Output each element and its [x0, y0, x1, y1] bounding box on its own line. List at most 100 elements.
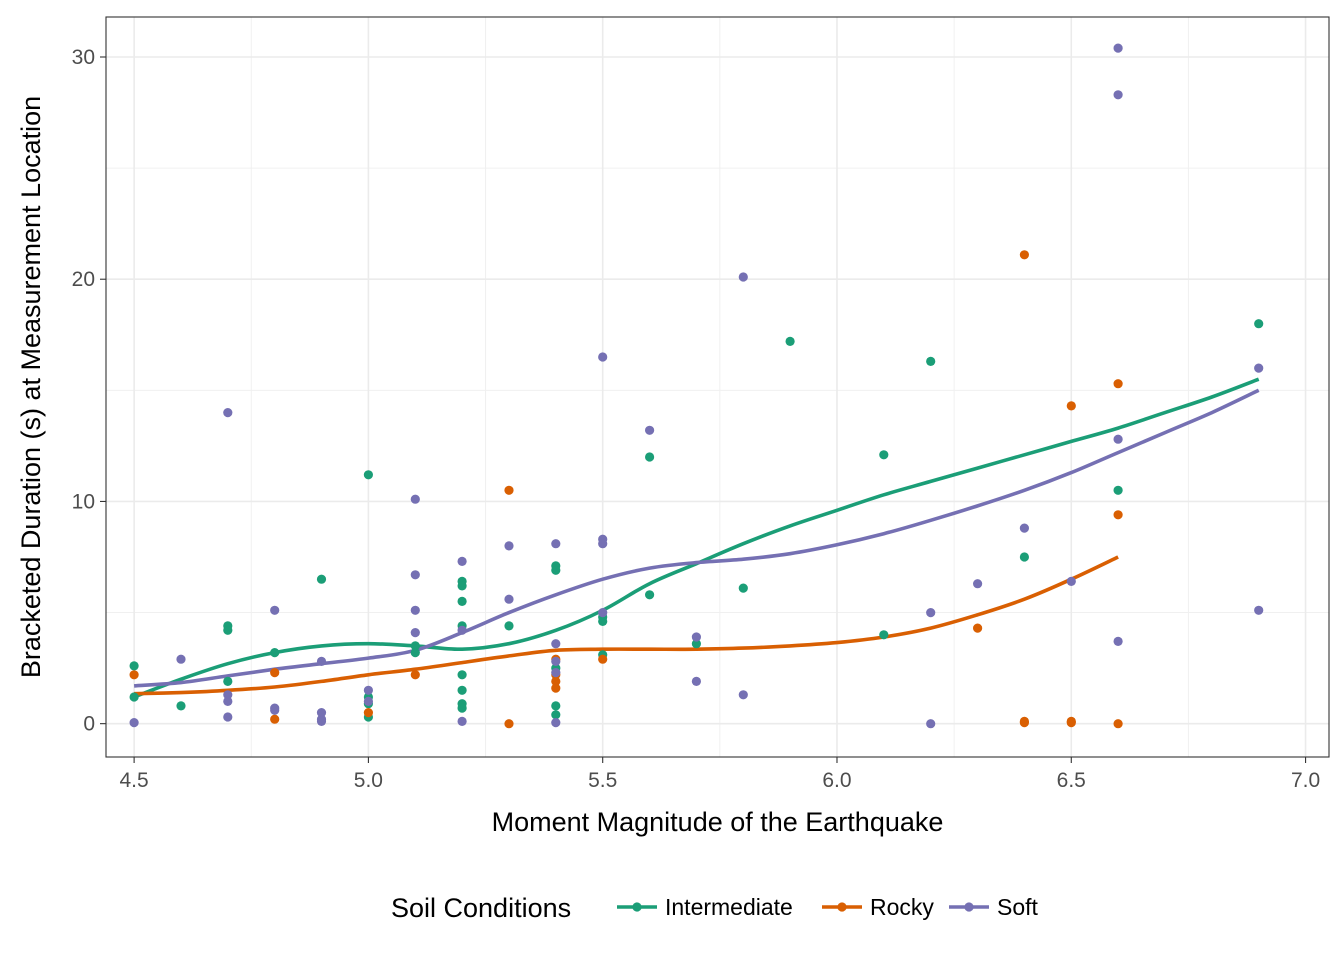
- y-tick-label: 20: [72, 268, 95, 291]
- data-point-soft: [410, 570, 420, 580]
- data-point-soft: [457, 716, 467, 727]
- data-point-soft: [973, 579, 983, 589]
- data-point-soft: [410, 494, 420, 504]
- data-point-intermediate: [270, 648, 280, 658]
- data-point-intermediate: [1019, 552, 1029, 562]
- x-tick-label: 6.5: [1057, 769, 1086, 792]
- data-point-intermediate: [551, 565, 561, 575]
- data-point-soft: [738, 272, 748, 282]
- data-point-rocky: [551, 676, 561, 687]
- legend-item-soft: Soft: [949, 894, 1039, 920]
- data-point-intermediate: [879, 630, 889, 640]
- data-point-rocky: [1066, 718, 1076, 728]
- data-point-soft: [504, 541, 514, 551]
- data-point-intermediate: [598, 616, 608, 627]
- data-point-intermediate: [223, 625, 233, 635]
- data-point-soft: [176, 654, 186, 664]
- panel-border: [105, 16, 1330, 758]
- data-point-intermediate: [410, 648, 420, 658]
- data-point-rocky: [1019, 718, 1029, 728]
- data-point-soft: [457, 556, 467, 567]
- data-point-soft: [691, 632, 702, 642]
- data-point-intermediate: [363, 470, 373, 480]
- data-point-intermediate: [457, 685, 467, 695]
- legend-label: Rocky: [870, 894, 934, 920]
- data-point-soft: [270, 705, 280, 715]
- data-point-soft: [223, 690, 233, 700]
- data-point-intermediate: [410, 641, 420, 651]
- data-point-soft: [551, 539, 561, 549]
- y-tick-label: 30: [72, 46, 95, 69]
- data-point-rocky: [504, 719, 514, 729]
- data-point-intermediate: [645, 590, 655, 600]
- data-point-intermediate: [457, 596, 467, 607]
- data-point-soft: [551, 668, 561, 678]
- data-point-soft: [598, 539, 608, 549]
- data-point-intermediate: [551, 710, 561, 720]
- data-point-soft: [738, 690, 748, 700]
- y-tick-label: 10: [72, 490, 95, 513]
- data-point-soft: [504, 594, 514, 604]
- data-point-soft: [1113, 43, 1123, 53]
- data-point-soft: [316, 656, 327, 667]
- legend: Soil Conditions Intermediate Rocky Soft: [391, 893, 1039, 923]
- data-point-soft: [1019, 523, 1029, 533]
- data-point-rocky: [270, 668, 280, 678]
- data-point-soft: [926, 608, 936, 618]
- data-point-soft: [1113, 90, 1123, 100]
- data-point-rocky: [270, 714, 280, 724]
- data-point-soft: [270, 605, 280, 615]
- data-point-soft: [223, 408, 233, 418]
- data-point-soft: [316, 716, 327, 727]
- data-point-intermediate: [551, 701, 561, 711]
- data-point-soft: [223, 696, 233, 707]
- data-point-rocky: [1113, 379, 1123, 389]
- data-point-rocky: [410, 670, 420, 680]
- data-point-soft: [1113, 434, 1123, 444]
- data-point-soft: [223, 712, 233, 722]
- data-point-rocky: [1066, 401, 1076, 411]
- data-point-rocky: [1113, 510, 1123, 520]
- y-axis-title: Bracketed Duration (s) at Measurement Lo…: [16, 96, 46, 678]
- legend-key-point: [632, 902, 642, 912]
- data-point-soft: [598, 352, 608, 362]
- data-point-rocky: [129, 670, 139, 680]
- data-point-intermediate: [1113, 485, 1123, 495]
- data-point-rocky: [1113, 719, 1123, 729]
- data-point-intermediate: [738, 583, 748, 593]
- data-point-intermediate: [691, 639, 702, 649]
- data-point-intermediate: [129, 661, 139, 671]
- data-point-soft: [129, 718, 139, 728]
- smooth-line-rocky: [134, 555, 1119, 696]
- y-tick-label: 0: [83, 713, 95, 736]
- data-point-soft: [551, 656, 561, 667]
- data-point-soft: [410, 628, 420, 638]
- grid-layer: [106, 17, 1329, 757]
- data-point-intermediate: [1254, 319, 1264, 329]
- legend-key-point: [837, 902, 847, 912]
- x-tick-label: 5.0: [354, 769, 383, 792]
- data-point-intermediate: [785, 336, 795, 346]
- data-point-intermediate: [176, 701, 186, 711]
- data-point-intermediate: [645, 452, 655, 462]
- data-point-soft: [316, 708, 327, 718]
- data-point-rocky: [598, 654, 608, 664]
- data-point-intermediate: [316, 574, 327, 584]
- x-tick-label: 7.0: [1291, 769, 1320, 792]
- ticks-layer: 4.5 5.0 5.5 6.0 6.5 7.0 0 10 20 30: [72, 46, 1321, 792]
- x-axis-title: Moment Magnitude of the Earthquake: [492, 807, 944, 837]
- legend-label: Intermediate: [665, 894, 793, 920]
- data-point-soft: [1066, 576, 1076, 587]
- points-layer: [129, 43, 1264, 729]
- legend-title: Soil Conditions: [391, 893, 571, 923]
- data-point-rocky: [551, 683, 561, 693]
- legend-key-point: [964, 902, 974, 912]
- data-point-soft: [926, 719, 936, 729]
- data-point-intermediate: [926, 356, 936, 366]
- data-point-soft: [551, 639, 561, 649]
- data-point-soft: [551, 718, 561, 728]
- data-point-intermediate: [457, 670, 467, 680]
- legend-item-intermediate: Intermediate: [617, 894, 793, 920]
